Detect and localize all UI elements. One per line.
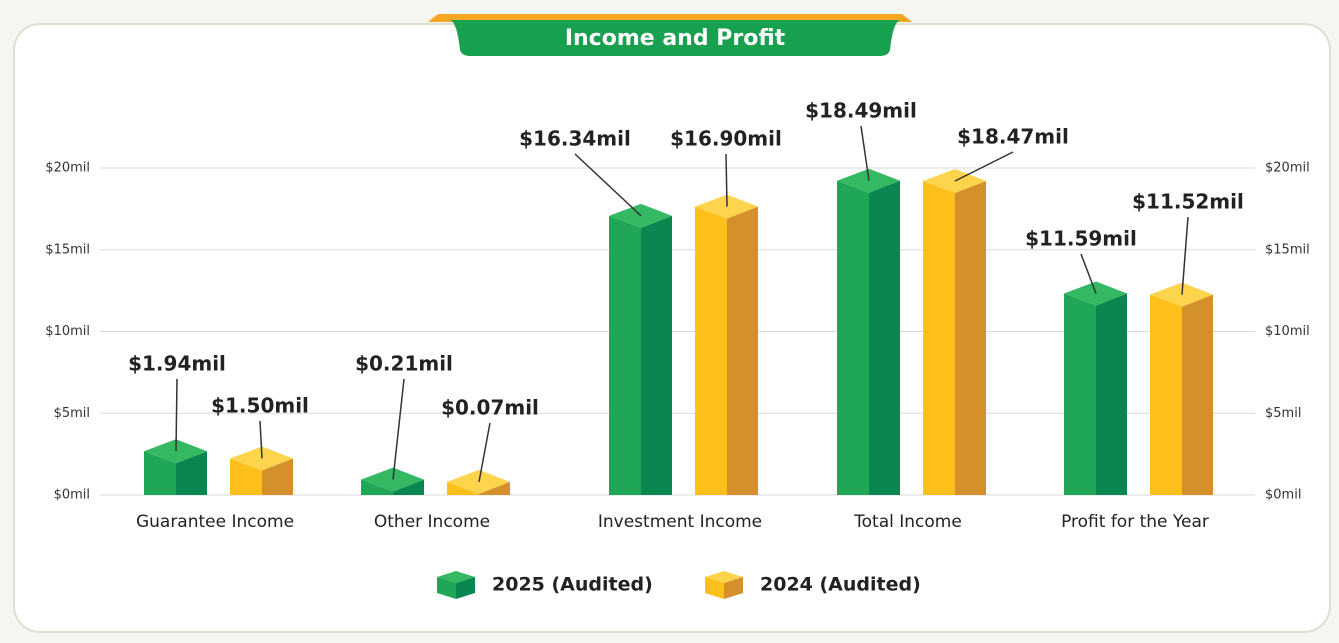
bar-side [176, 451, 207, 495]
bar-top [923, 169, 986, 194]
bar-side [479, 481, 510, 495]
leader-line [860, 125, 870, 181]
chart-title: Income and Profit [565, 26, 786, 51]
bar-front [361, 479, 393, 495]
bar-side [262, 458, 293, 495]
bar-front [230, 458, 262, 495]
bar [361, 467, 424, 495]
value-label: $18.49mil [805, 99, 917, 123]
title-tab [450, 20, 900, 56]
y2-tick-label: $0mil [1265, 488, 1301, 503]
value-label: $0.07mil [441, 396, 539, 420]
leader-line [259, 420, 263, 459]
bar-top [447, 469, 510, 494]
value-label: $18.47mil [957, 125, 1069, 149]
bar-front [1064, 293, 1096, 495]
leader-line [725, 153, 728, 207]
bar [837, 168, 900, 495]
value-label: $1.94mil [128, 352, 226, 376]
leader-line [1080, 253, 1097, 294]
bar [144, 439, 207, 495]
bar-top [144, 439, 207, 464]
bar-top [1150, 282, 1213, 307]
value-label: $16.90mil [670, 127, 782, 151]
y2-tick-label: $20mil [1265, 161, 1310, 176]
y-tick-label: $5mil [54, 406, 90, 421]
leader-line [175, 378, 178, 452]
legend-label: 2025 (Audited) [492, 574, 653, 596]
legend-label: 2024 (Audited) [760, 574, 921, 596]
bar-front [609, 215, 641, 495]
legend-swatch-side [724, 577, 743, 599]
x-tick-label: Profit for the Year [1061, 512, 1209, 532]
y-tick-label: $20mil [45, 161, 90, 176]
y-tick-label: $15mil [45, 242, 90, 257]
y-tick-label: $10mil [45, 324, 90, 339]
bar-front [447, 481, 479, 495]
leader-line [954, 151, 1014, 182]
x-tick-label: Guarantee Income [136, 512, 294, 532]
x-tick-label: Total Income [853, 512, 962, 532]
bar-top [361, 467, 424, 492]
bar-side [393, 479, 424, 495]
legend-swatch-front [705, 577, 724, 599]
bar [1150, 282, 1213, 495]
value-label: $1.50mil [211, 394, 309, 418]
leader-line [574, 153, 642, 217]
bar [923, 169, 986, 495]
leader-line [392, 378, 405, 480]
bar-side [641, 215, 672, 495]
value-label: $0.21mil [355, 352, 453, 376]
bar-side [869, 180, 900, 495]
leader-line [478, 422, 491, 482]
legend-swatch-front [437, 577, 456, 599]
bar [609, 203, 672, 495]
bar-side [1096, 293, 1127, 495]
bar-side [1182, 294, 1213, 495]
bar [447, 469, 510, 495]
bar-side [955, 181, 986, 495]
bar [230, 446, 293, 495]
y2-tick-label: $10mil [1265, 324, 1310, 339]
value-label: $16.34mil [519, 127, 631, 151]
bar [1064, 281, 1127, 495]
bar-front [923, 181, 955, 495]
value-label: $11.52mil [1132, 190, 1244, 214]
y2-tick-label: $5mil [1265, 406, 1301, 421]
y-tick-label: $0mil [54, 488, 90, 503]
bar-front [837, 180, 869, 495]
y2-tick-label: $15mil [1265, 242, 1310, 257]
bar-front [144, 451, 176, 495]
bar [695, 194, 758, 495]
bar-front [695, 206, 727, 495]
x-tick-label: Other Income [374, 512, 490, 532]
x-tick-label: Investment Income [598, 512, 762, 532]
leader-line [1181, 216, 1189, 295]
bar-side [727, 206, 758, 495]
bar-front [1150, 294, 1182, 495]
legend-swatch-side [456, 577, 475, 599]
value-label: $11.59mil [1025, 227, 1137, 251]
